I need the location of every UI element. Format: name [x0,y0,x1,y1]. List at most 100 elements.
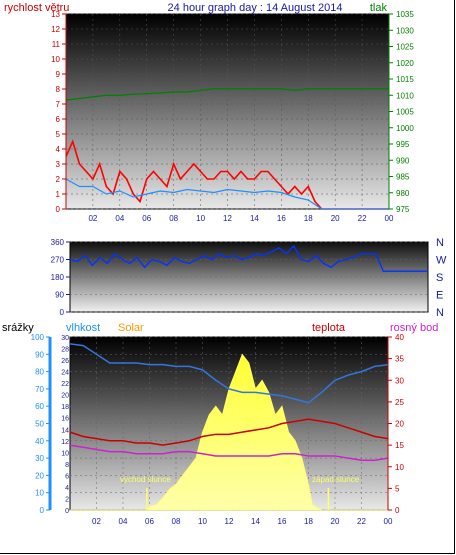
wind-x-tick-label: 20 [331,214,340,223]
direction-marks [69,244,428,272]
wind-x-tick-label: 18 [304,214,313,223]
rain-tick-label: 40 [35,437,44,446]
humidity-tick-label: 0 [65,508,69,515]
humidity-tick-label: 24 [61,370,69,377]
pressure-tick-label: 1000 [396,124,414,133]
direction-tick-label: 270 [51,256,65,265]
weather-x-tick-label: 18 [304,517,313,526]
wind-tick-label: 0 [56,205,61,214]
series-line-pressure [65,88,389,101]
temp-tick-label: 10 [395,463,404,472]
wind-label: rychlost větru [4,2,69,14]
dewpoint-label: rosný bod [390,322,438,334]
wind-tick-label: 4 [56,145,61,154]
wind-x-tick-label: 00 [385,214,394,223]
rain-tick-label: 80 [35,368,44,377]
rain-tick-label: 50 [35,420,44,429]
temp-tick-label: 0 [395,506,400,515]
wind-panel [65,13,390,210]
wind-tick-label: 6 [56,115,61,124]
weather-x-tick-label: 14 [251,517,260,526]
series-line-direction [69,244,428,272]
direction-tick-label: 360 [51,238,65,247]
weather-x-tick-label: 04 [119,517,128,526]
wind-tick-label: 3 [56,160,61,169]
rain-tick-label: 20 [35,471,44,480]
humidity-tick-label: 4 [65,485,69,492]
humidity-tick-label: 16 [61,416,69,423]
rain-tick-label: 30 [35,454,44,463]
series-line-dewpoint [69,444,389,462]
temp-tick-label: 35 [395,355,404,364]
wind-tick-label: 2 [56,175,61,184]
weather-x-tick-label: 02 [92,517,101,526]
pressure-tick-label: 1035 [396,10,414,19]
wind-x-tick-label: 22 [358,214,367,223]
direction-tick-label: 90 [55,291,64,300]
humidity-tick-label: 8 [65,462,69,469]
rain-tick-label: 0 [40,506,45,515]
rain-tick-label: 60 [35,402,44,411]
wind-x-tick-label: 08 [169,214,178,223]
pressure-tick-label: 980 [396,189,410,198]
chart-title: 24 hour graph day : 14 August 2014 [168,2,343,14]
wind-tick-label: 7 [56,100,61,109]
wind-x-tick-label: 16 [277,214,286,223]
humidity-tick-label: 2 [65,496,69,503]
wind-x-tick-label: 02 [88,214,97,223]
weather-x-tick-label: 20 [331,517,340,526]
humidity-label: vlhkost [66,322,100,334]
wind-tick-label: 1 [56,190,61,199]
rain-label: srážky [2,322,34,334]
humidity-tick-label: 26 [61,358,69,365]
pressure-tick-label: 1015 [396,75,414,84]
temp-tick-label: 15 [395,441,404,450]
sunset-annotation: západ slunce [312,475,360,484]
wind-tick-label: 12 [51,25,60,34]
weather-x-tick-label: 00 [384,517,393,526]
pressure-tick-label: 1020 [396,59,414,68]
weather-x-tick-label: 16 [278,517,287,526]
compass-label: E [436,290,443,302]
wind-x-tick-label: 12 [223,214,232,223]
weather-x-tick-label: 06 [145,517,154,526]
wind-tick-label: 9 [56,70,61,79]
humidity-tick-label: 12 [61,439,69,446]
pressure-tick-label: 990 [396,156,410,165]
pressure-tick-label: 995 [396,140,410,149]
wind-tick-label: 10 [51,55,60,64]
temp-tick-label: 30 [395,376,404,385]
rain-tick-label: 70 [35,385,44,394]
weather-x-tick-label: 08 [172,517,181,526]
humidity-tick-label: 14 [61,427,69,434]
rain-tick-label: 10 [35,489,44,498]
pressure-tick-label: 1025 [396,43,414,52]
wind-x-tick-label: 06 [142,214,151,223]
wind-x-tick-label: 04 [115,214,124,223]
compass-label: N [436,237,444,249]
temp-tick-label: 20 [395,420,404,429]
series-line-humidity [69,343,389,404]
humidity-tick-label: 10 [61,450,69,457]
axes: 0123456789101112139759809859909951000100… [31,10,447,526]
weather-marks [69,343,389,511]
direction-panel [69,241,429,313]
weather-x-tick-label: 12 [225,517,234,526]
temp-tick-label: 5 [395,484,400,493]
weather-x-tick-label: 22 [357,517,366,526]
wind-x-tick-label: 14 [250,214,259,223]
series-line-wind-gust [65,139,389,210]
wind-tick-label: 13 [51,10,60,19]
humidity-tick-label: 22 [61,381,69,388]
pressure-tick-label: 975 [396,205,410,214]
temp-tick-label: 40 [395,333,404,342]
temperature-label: teplota [312,322,346,334]
series-area-solar [70,353,388,511]
solar-label: Solar [118,322,144,334]
compass-label: W [436,255,447,267]
temp-tick-label: 25 [395,398,404,407]
wind-tick-label: 11 [52,40,61,49]
compass-label: S [436,272,443,284]
compass-label: N [436,307,444,319]
